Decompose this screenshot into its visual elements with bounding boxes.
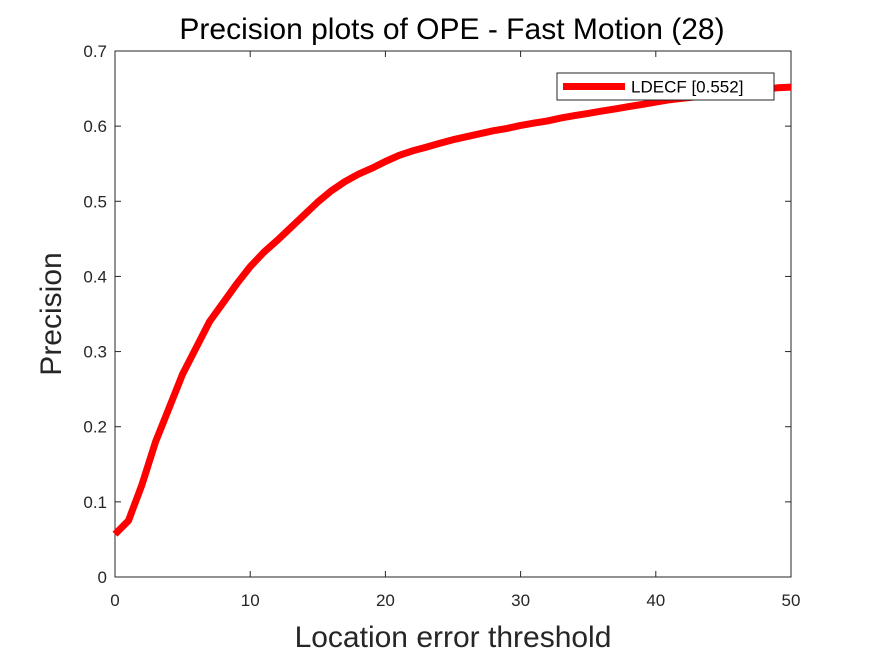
x-tick-label: 20: [376, 591, 395, 610]
y-tick-label: 0.4: [83, 267, 107, 286]
y-tick-label: 0.5: [83, 192, 107, 211]
x-axis-ticks: 0 10 20 30 40 50: [110, 51, 800, 610]
x-tick-label: 50: [782, 591, 801, 610]
y-tick-label: 0.2: [83, 418, 107, 437]
y-tick-label: 0.3: [83, 343, 107, 362]
y-axis-label: Precision: [35, 252, 68, 375]
x-tick-label: 0: [110, 591, 119, 610]
legend-label-ldecf: LDECF [0.552]: [631, 78, 743, 97]
y-tick-label: 0: [98, 568, 107, 587]
y-tick-label: 0.1: [83, 493, 107, 512]
x-axis-label: Location error threshold: [295, 621, 612, 654]
y-axis-ticks: 0 0.1 0.2 0.3 0.4 0.5 0.6 0.7: [83, 42, 791, 587]
x-tick-label: 10: [241, 591, 260, 610]
legend: LDECF [0.552]: [556, 72, 775, 101]
y-tick-label: 0.6: [83, 117, 107, 136]
x-tick-label: 30: [511, 591, 530, 610]
y-tick-label: 0.7: [83, 42, 107, 61]
chart-title: Precision plots of OPE - Fast Motion (28…: [179, 13, 724, 46]
x-tick-label: 40: [646, 591, 665, 610]
